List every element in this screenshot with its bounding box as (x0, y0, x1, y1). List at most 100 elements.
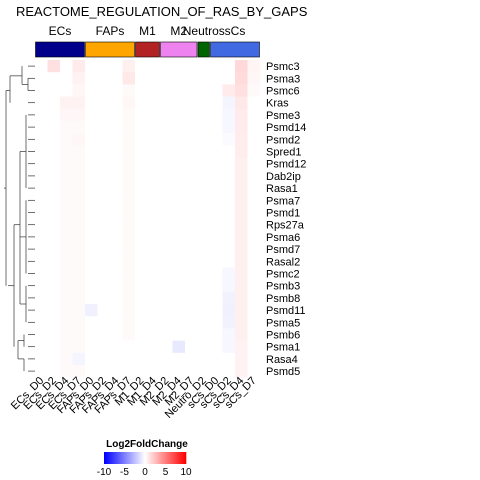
heatmap-cell (135, 169, 148, 183)
legend-gradient-step (157, 452, 159, 464)
legend-gradient-step (110, 452, 112, 464)
legend-gradient-step (164, 452, 166, 464)
heatmap-cell (60, 72, 73, 85)
heatmap-cell (247, 279, 261, 293)
legend-gradient-step (106, 452, 108, 464)
heatmap-cell (235, 108, 248, 122)
heatmap-cell (197, 157, 211, 171)
heatmap-cell (210, 218, 223, 232)
legend-gradient-step (167, 452, 169, 464)
legend-gradient-step (120, 452, 122, 464)
heatmap-cell (35, 169, 48, 183)
heatmap-cell (122, 316, 136, 329)
heatmap-cell (60, 145, 73, 158)
legend-gradient-step (113, 452, 115, 464)
heatmap-cell (35, 157, 48, 171)
heatmap-cell (35, 194, 48, 207)
heatmap-cell (97, 121, 111, 134)
row-label: Kras (266, 98, 289, 110)
heatmap-cell (197, 145, 211, 158)
heatmap-cell (235, 255, 248, 268)
row-label: Psma6 (266, 232, 300, 244)
heatmap-cell (122, 230, 136, 244)
heatmap-cell (160, 121, 173, 134)
heatmap-cell (135, 194, 148, 207)
heatmap-cell (235, 206, 248, 219)
heatmap-cell (47, 157, 61, 171)
heatmap-cell (47, 267, 61, 280)
row-label: Psmd12 (266, 159, 306, 171)
heatmap-cell (85, 218, 98, 232)
heatmap-cell (110, 145, 123, 158)
legend-gradient-step (149, 452, 151, 464)
heatmap-cell (60, 206, 73, 219)
heatmap-cell (135, 304, 148, 317)
heatmap-cell (35, 218, 48, 232)
heatmap-cell (222, 60, 236, 73)
heatmap-cell (160, 145, 173, 158)
row-label: Psmb6 (266, 330, 300, 342)
heatmap-cell (235, 340, 248, 354)
heatmap-cell (122, 279, 136, 293)
heatmap-cell (122, 365, 136, 378)
legend-gradient-step (131, 452, 133, 464)
heatmap-cell (185, 255, 198, 268)
legend-gradient-step (104, 452, 106, 464)
heatmap-cell (60, 182, 73, 195)
heatmap-cell (185, 328, 198, 341)
legend-gradient-step (171, 452, 173, 464)
heatmap-cell (122, 218, 136, 232)
heatmap-cell (197, 72, 211, 85)
legend-gradient-step (151, 452, 153, 464)
heatmap-cell (147, 218, 161, 232)
heatmap-cell (72, 169, 86, 183)
heatmap-cell (122, 352, 136, 366)
heatmap-cell (172, 206, 186, 219)
heatmap-cell (185, 206, 198, 219)
heatmap-cell (172, 255, 186, 268)
heatmap-cell (135, 243, 148, 256)
heatmap-cell (135, 340, 148, 354)
heatmap-cell (122, 72, 136, 85)
heatmap-cell (210, 304, 223, 317)
heatmap-cell (85, 145, 98, 158)
heatmap-cell (60, 316, 73, 329)
heatmap-cell (172, 340, 186, 354)
heatmap-cell (172, 279, 186, 293)
heatmap-cell (147, 206, 161, 219)
heatmap-cell (210, 96, 223, 110)
legend-gradient-step (147, 452, 149, 464)
heatmap-cell (210, 84, 223, 97)
heatmap-cell (47, 243, 61, 256)
heatmap-cell (172, 218, 186, 232)
heatmap-cell (60, 304, 73, 317)
heatmap-cell (85, 365, 98, 378)
legend-tick-label: -10 (97, 467, 112, 478)
heatmap-cell (85, 206, 98, 219)
heatmap-cell (160, 328, 173, 341)
heatmap-cell (235, 291, 248, 305)
heatmap-cell (35, 121, 48, 134)
heatmap-cell (35, 304, 48, 317)
heatmap-cell (97, 108, 111, 122)
legend-gradient-step (184, 452, 186, 464)
heatmap-cell (147, 255, 161, 268)
heatmap-cell (47, 72, 61, 85)
heatmap-cell (160, 96, 173, 110)
heatmap-cell (47, 169, 61, 183)
heatmap-cell (172, 121, 186, 134)
heatmap-cell (235, 230, 248, 244)
heatmap-cell (247, 157, 261, 171)
heatmap-cell (135, 72, 148, 85)
heatmap-cell (97, 60, 111, 73)
legend-gradient-step (122, 452, 124, 464)
heatmap-cell (60, 267, 73, 280)
heatmap-cell (72, 157, 86, 171)
row-label: Psmd2 (266, 134, 300, 146)
legend-title: Log2FoldChange (106, 439, 188, 450)
heatmap-cell (185, 279, 198, 293)
heatmap-cell (85, 340, 98, 354)
heatmap-cell (222, 133, 236, 146)
heatmap-cell (35, 60, 48, 73)
heatmap-cell (135, 255, 148, 268)
